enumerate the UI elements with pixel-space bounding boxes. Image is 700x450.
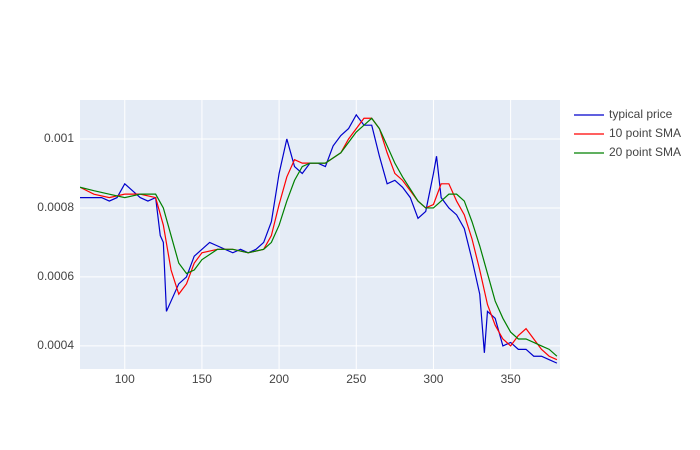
y-tick-label: 0.0004 xyxy=(37,338,74,352)
y-tick-label: 0.0006 xyxy=(37,269,74,283)
x-tick-label: 300 xyxy=(423,372,443,386)
legend-label: 20 point SMA xyxy=(609,145,681,159)
x-tick-label: 350 xyxy=(501,372,521,386)
line-series xyxy=(80,117,558,357)
x-tick-label: 100 xyxy=(115,372,135,386)
plot-background xyxy=(80,100,560,369)
y-tick-label: 0.001 xyxy=(44,131,74,145)
x-tick-label: 150 xyxy=(192,372,212,386)
legend-label: typical price xyxy=(609,107,673,121)
x-tick-label: 200 xyxy=(269,372,289,386)
line-series xyxy=(80,117,558,361)
y-tick-label: 0.0008 xyxy=(37,200,74,214)
legend-label: 10 point SMA xyxy=(609,126,681,140)
x-tick-label: 250 xyxy=(346,372,366,386)
